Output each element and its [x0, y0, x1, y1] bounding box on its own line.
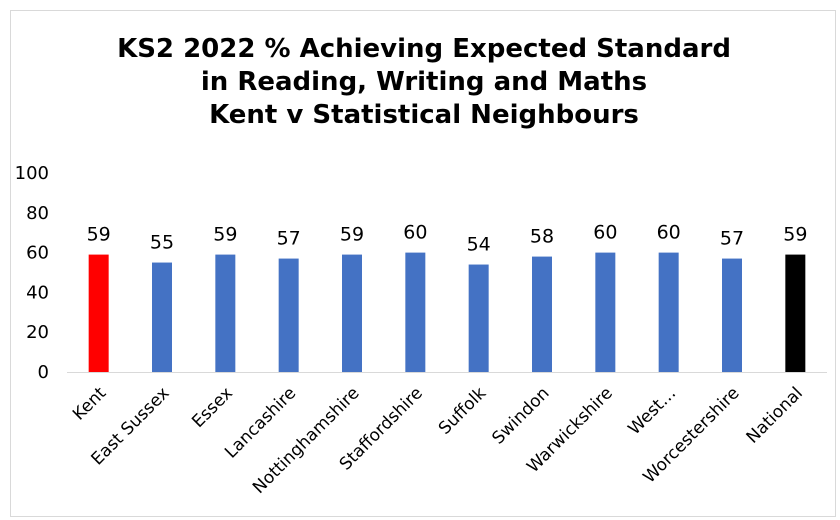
chart-title-line-3: Kent v Statistical Neighbours: [209, 100, 639, 130]
y-tick-label-1: 20: [26, 322, 49, 343]
bar-5: [405, 252, 426, 372]
bar-4: [342, 254, 362, 372]
data-label-10: 57: [720, 228, 744, 250]
data-label-8: 60: [593, 222, 617, 244]
bar-3: [278, 258, 299, 372]
data-label-4: 59: [340, 224, 364, 246]
bar-6: [468, 264, 489, 372]
bar-7: [532, 256, 552, 372]
category-label-7: Swindon: [488, 383, 553, 448]
category-label-6: Suffolk: [435, 383, 490, 438]
category-label-9: West…: [624, 383, 680, 439]
data-label-9: 60: [657, 222, 681, 244]
category-label-11: National: [743, 383, 807, 447]
y-tick-label-3: 60: [26, 243, 49, 264]
category-label-4: Nottinghamshire: [249, 383, 363, 497]
bar-8: [595, 252, 616, 372]
data-label-3: 57: [277, 228, 301, 250]
chart-frame: KS2 2022 % Achieving Expected Standard i…: [10, 10, 836, 517]
y-tick-label-0: 0: [38, 362, 49, 383]
data-label-5: 60: [403, 222, 427, 244]
category-label-2: Essex: [188, 383, 237, 432]
y-tick-label-5: 100: [15, 163, 49, 184]
data-label-2: 59: [213, 224, 237, 246]
bar-10: [722, 258, 742, 372]
data-label-1: 55: [150, 232, 174, 254]
y-tick-label-4: 80: [26, 203, 49, 224]
bar-1: [152, 262, 172, 372]
bar-0: [88, 254, 109, 372]
data-label-0: 59: [87, 224, 111, 246]
data-label-7: 58: [530, 226, 554, 248]
data-label-6: 54: [467, 234, 491, 256]
bar-11: [785, 254, 806, 372]
data-label-11: 59: [783, 224, 807, 246]
chart-title-line-1: KS2 2022 % Achieving Expected Standard: [117, 34, 731, 64]
bar-2: [215, 254, 236, 372]
category-label-0: Kent: [69, 383, 110, 424]
y-tick-label-2: 40: [26, 282, 49, 303]
chart-title: KS2 2022 % Achieving Expected Standard i…: [11, 33, 837, 132]
bar-9: [658, 252, 679, 372]
chart-title-line-2: in Reading, Writing and Maths: [200, 67, 648, 97]
